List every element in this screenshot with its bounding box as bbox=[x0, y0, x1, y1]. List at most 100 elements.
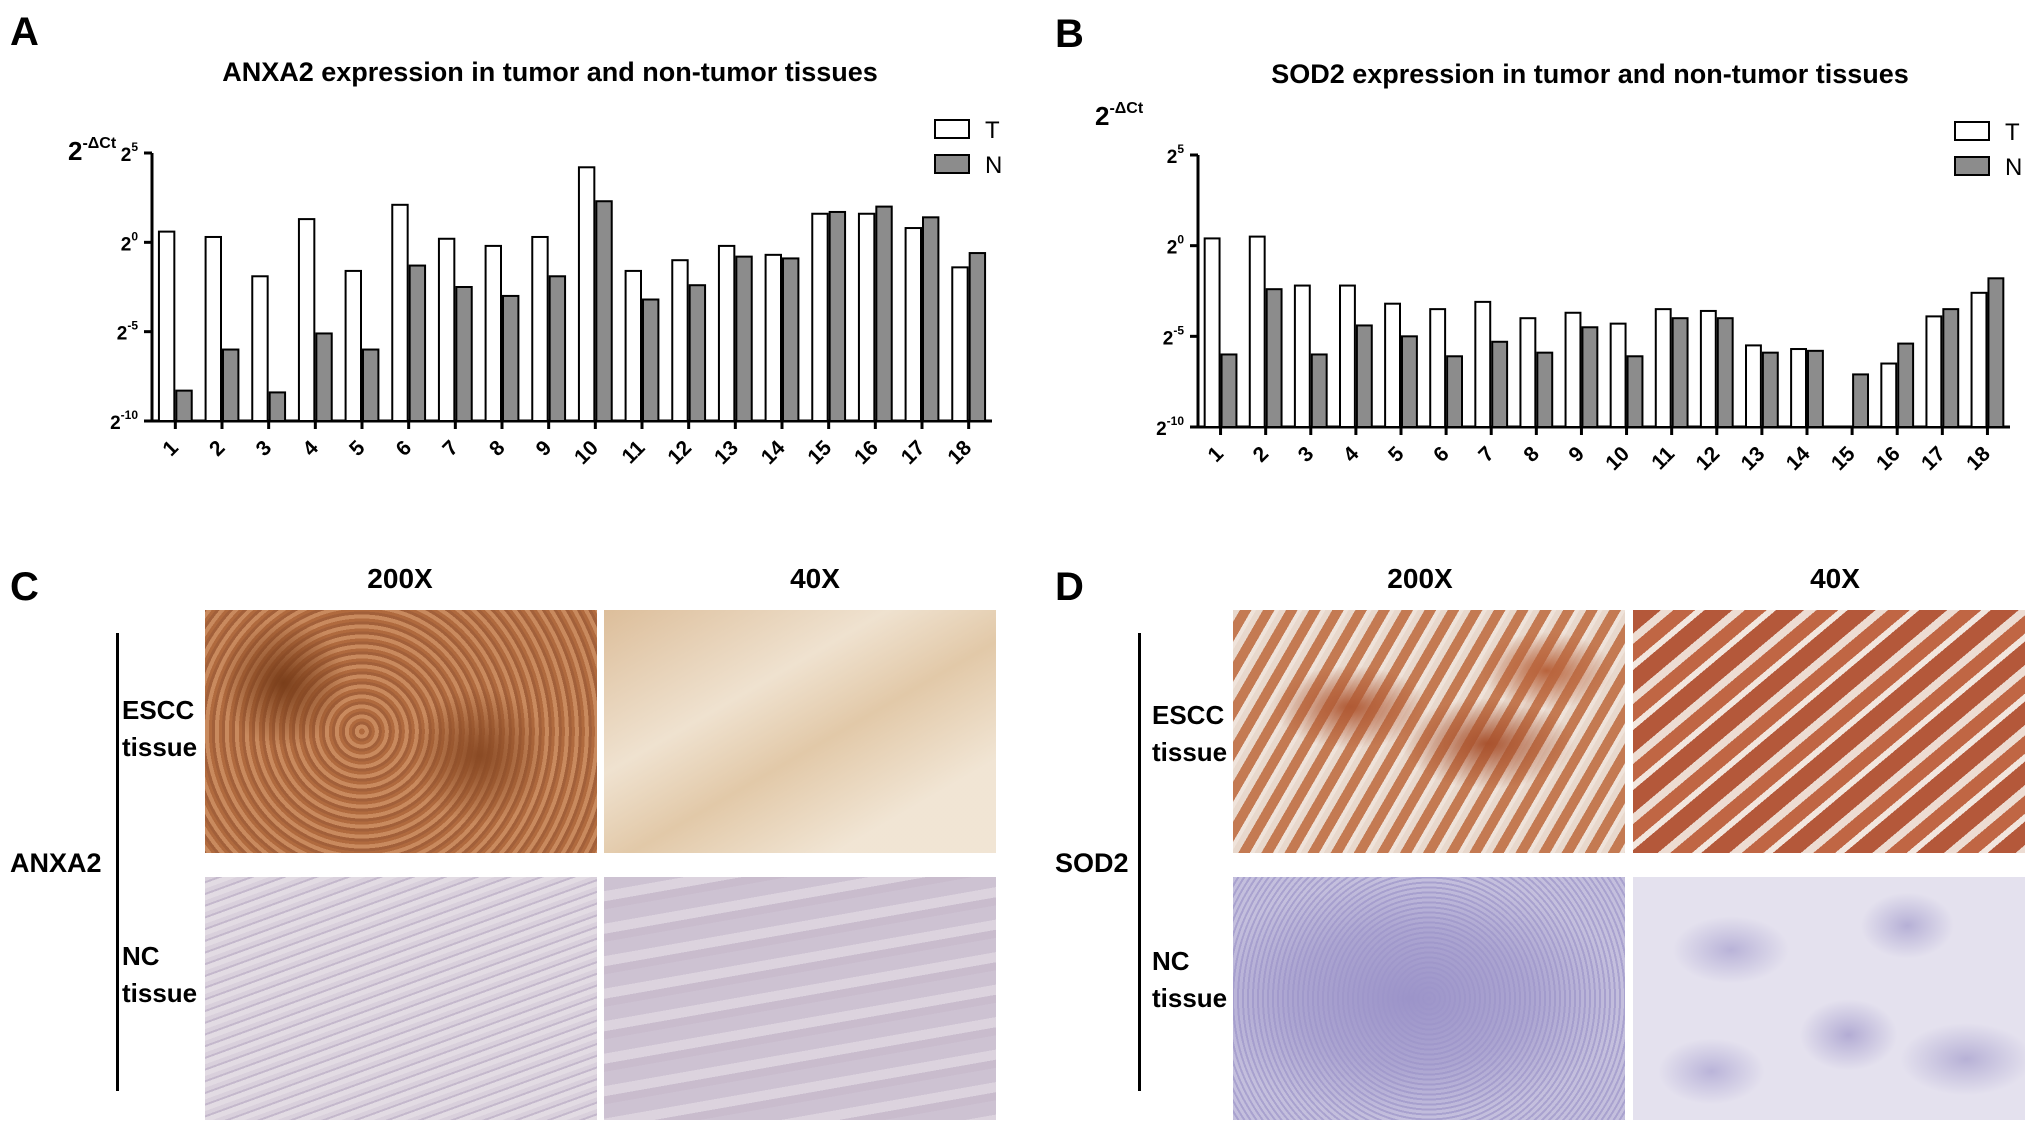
bar-N-4 bbox=[1355, 324, 1373, 429]
bar-N-13 bbox=[735, 255, 753, 422]
legend-swatch-N bbox=[1954, 156, 1990, 176]
panel-letter-b: B bbox=[1055, 12, 1084, 56]
bar-T-9 bbox=[531, 235, 549, 422]
y-tick-label: 20 bbox=[121, 229, 139, 255]
chart-title: SOD2 expression in tumor and non-tumor t… bbox=[1271, 59, 1909, 89]
bar-N-17 bbox=[922, 216, 940, 422]
x-tick-label: 9 bbox=[532, 436, 557, 461]
x-tick-label: 7 bbox=[438, 436, 463, 461]
micrograph-anxa2-escc-40x bbox=[604, 610, 996, 853]
bar-T-11 bbox=[624, 269, 642, 422]
x-tick-label: 17 bbox=[1917, 442, 1950, 475]
bar-N-14 bbox=[1807, 349, 1824, 428]
column-header-200x: 200X bbox=[1387, 563, 1453, 594]
x-tick-label: 2 bbox=[205, 436, 230, 461]
bar-N-16 bbox=[875, 205, 893, 422]
row-label-line1: NC bbox=[1152, 946, 1190, 976]
x-tick-label: 16 bbox=[850, 436, 883, 469]
bar-T-2 bbox=[204, 235, 223, 422]
bar-T-15 bbox=[1835, 426, 1853, 429]
bar-N-1 bbox=[1220, 353, 1238, 429]
bar-T-17 bbox=[1925, 315, 1943, 428]
bar-T-7 bbox=[437, 237, 456, 422]
chart-sod2: SOD2 expression in tumor and non-tumor t… bbox=[1095, 59, 2022, 475]
bar-T-9 bbox=[1564, 311, 1582, 429]
panel-letter-a: A bbox=[10, 10, 39, 54]
bar-T-11 bbox=[1654, 308, 1672, 428]
bar-N-12 bbox=[1716, 317, 1734, 429]
x-tick-label: 8 bbox=[485, 436, 510, 461]
x-tick-label: 18 bbox=[943, 436, 976, 469]
x-tick-label: 13 bbox=[710, 436, 743, 469]
bar-T-4 bbox=[1339, 284, 1356, 428]
bar-T-7 bbox=[1474, 300, 1492, 429]
bar-N-8 bbox=[1536, 351, 1554, 428]
bar-T-15 bbox=[811, 212, 829, 422]
chart-title: ANXA2 expression in tumor and non-tumor … bbox=[222, 57, 878, 87]
row-label-escc: ESCC tissue bbox=[122, 692, 197, 766]
x-tick-label: 5 bbox=[1384, 442, 1409, 467]
x-tick-label: 11 bbox=[618, 436, 650, 468]
bar-T-10 bbox=[577, 166, 596, 422]
y-axis-label: 2-ΔCt bbox=[1095, 100, 1144, 131]
micrograph-sod2-escc-40x bbox=[1633, 610, 2025, 853]
bar-N-8 bbox=[502, 294, 520, 422]
bar-N-1 bbox=[175, 389, 193, 423]
x-tick-label: 1 bbox=[1204, 442, 1229, 467]
bar-N-9 bbox=[548, 275, 567, 422]
bar-N-18 bbox=[1987, 277, 2005, 428]
row-label-line2: tissue bbox=[122, 978, 198, 1008]
row-label-line2: tissue bbox=[122, 732, 198, 762]
micrograph-sod2-nc-200x bbox=[1233, 877, 1625, 1120]
bar-N-5 bbox=[362, 348, 380, 422]
x-tick-label: 3 bbox=[1294, 442, 1319, 467]
bar-T-3 bbox=[251, 275, 269, 422]
panel-letter-c: C bbox=[10, 565, 39, 609]
bar-N-10 bbox=[595, 200, 613, 422]
x-tick-label: 12 bbox=[663, 436, 696, 469]
x-tick-label: 8 bbox=[1519, 442, 1544, 467]
y-tick-label: 2-5 bbox=[1163, 323, 1185, 349]
y-axis-label: 2-ΔCt bbox=[68, 135, 117, 166]
legend-label-T: T bbox=[985, 117, 1000, 144]
x-tick-label: 3 bbox=[252, 436, 277, 461]
legend-label-N: N bbox=[985, 152, 1002, 179]
x-tick-label: 9 bbox=[1564, 442, 1589, 467]
bar-N-6 bbox=[408, 264, 427, 422]
bar-N-15 bbox=[1852, 373, 1869, 428]
bar-N-2 bbox=[222, 348, 240, 422]
bar-T-16 bbox=[857, 212, 876, 422]
bar-N-17 bbox=[1942, 308, 1960, 428]
x-tick-label: 10 bbox=[570, 436, 603, 469]
row-bracket-line bbox=[1138, 633, 1141, 1091]
bar-N-14 bbox=[782, 257, 800, 422]
micrograph-anxa2-nc-40x bbox=[604, 877, 996, 1120]
bar-N-3 bbox=[268, 391, 287, 422]
x-tick-label: 2 bbox=[1249, 442, 1274, 467]
column-header-40x: 40X bbox=[1810, 563, 1860, 594]
micrograph-anxa2-nc-200x bbox=[205, 877, 597, 1120]
bar-T-18 bbox=[951, 266, 969, 422]
micrograph-sod2-nc-40x bbox=[1633, 877, 2025, 1120]
y-tick-label: 25 bbox=[1167, 142, 1185, 168]
bar-T-6 bbox=[391, 203, 409, 422]
bar-T-1 bbox=[157, 230, 176, 422]
x-tick-label: 14 bbox=[757, 436, 790, 469]
bar-N-10 bbox=[1626, 355, 1644, 428]
bar-N-7 bbox=[455, 286, 473, 422]
bar-N-6 bbox=[1446, 355, 1463, 428]
bar-T-16 bbox=[1880, 362, 1898, 428]
y-tick-label: 25 bbox=[121, 140, 139, 166]
micrograph-sod2-escc-200x bbox=[1233, 610, 1625, 853]
y-tick-label: 2-10 bbox=[110, 408, 138, 434]
bar-N-2 bbox=[1265, 288, 1283, 428]
bar-T-1 bbox=[1203, 237, 1221, 428]
marker-label-sod2: SOD2 bbox=[1055, 848, 1129, 878]
y-tick-label: 2-10 bbox=[1156, 414, 1184, 440]
legend-swatch-N bbox=[934, 154, 970, 174]
bar-T-10 bbox=[1609, 322, 1627, 429]
x-tick-label: 6 bbox=[1429, 442, 1454, 467]
bar-N-7 bbox=[1491, 340, 1509, 429]
bar-N-11 bbox=[642, 298, 660, 422]
bar-N-13 bbox=[1761, 351, 1779, 428]
